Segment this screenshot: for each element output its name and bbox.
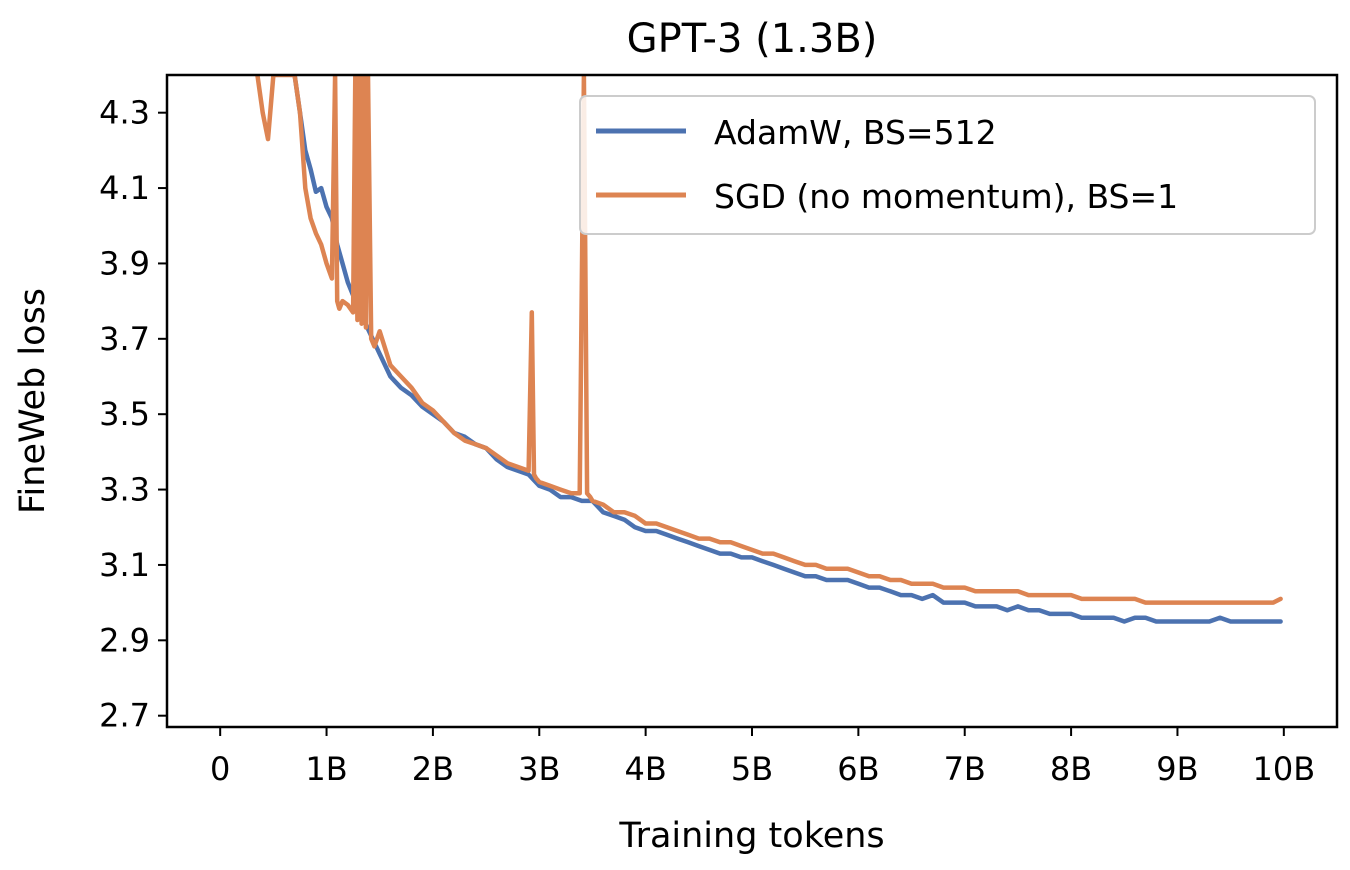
x-tick-label: 7B [944,750,986,788]
series-line-adamw [292,75,1283,624]
x-tick-label: 2B [412,750,454,788]
chart-title: GPT-3 (1.3B) [627,16,878,62]
series-layer [255,75,1283,624]
x-axis-label: Training tokens [618,816,884,856]
legend-label-sgd: SGD (no momentum), BS=1 [714,177,1178,216]
y-axis: 2.7 2.9 3.1 3.3 3.5 3.7 3.9 4.1 4.3 [99,94,167,735]
y-tick-label: 3.7 [99,320,150,358]
y-tick-label: 2.7 [99,697,150,735]
series-line-sgd [255,75,1283,605]
legend: AdamW, BS=512 SGD (no momentum), BS=1 [579,95,1316,235]
y-tick-label: 3.9 [99,244,150,282]
y-tick-label: 4.1 [99,169,150,207]
x-tick-label: 3B [518,750,560,788]
y-tick-label: 3.3 [99,471,150,509]
y-tick-label: 4.3 [99,94,150,132]
y-tick-label: 3.1 [99,546,150,584]
x-tick-label: 8B [1050,750,1092,788]
x-tick-label: 10B [1252,750,1315,788]
x-tick-label: 6B [837,750,879,788]
x-tick-label: 0 [210,750,230,788]
x-tick-label: 5B [731,750,773,788]
x-tick-label: 9B [1156,750,1198,788]
legend-label-adamw: AdamW, BS=512 [714,113,997,152]
y-tick-label: 3.5 [99,395,150,433]
x-axis: 0 1B 2B 3B 4B 5B 6B 7B 8B 9B 10B [210,727,1315,788]
x-tick-label: 1B [305,750,347,788]
legend-box [579,95,1316,235]
y-tick-label: 2.9 [99,621,150,659]
x-tick-label: 4B [624,750,666,788]
y-axis-label: FineWeb loss [13,288,53,514]
